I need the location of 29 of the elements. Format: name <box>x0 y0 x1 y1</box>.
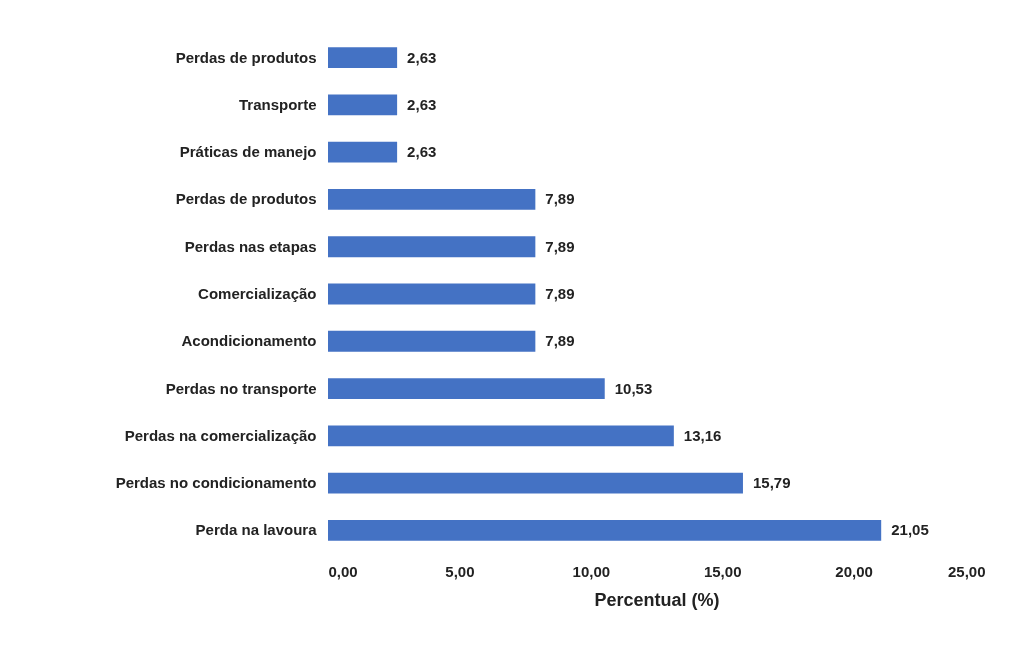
y-tick-label: Perdas de produtos <box>175 48 317 66</box>
data-label: 7,89 <box>545 285 575 302</box>
data-label: 7,89 <box>545 332 575 350</box>
x-tick-label: 0,00 <box>328 562 358 580</box>
y-tick-label: Perda na lavoura <box>195 521 318 539</box>
data-label: 15,79 <box>752 474 791 492</box>
data-label: 21,05 <box>891 521 929 539</box>
y-tick-label: Acondicionamento <box>181 332 317 350</box>
x-tick-label: 15,00 <box>703 562 742 580</box>
x-tick-label: 20,00 <box>835 562 873 580</box>
data-label: 2,63 <box>407 95 437 113</box>
data-label: 10,53 <box>614 379 653 397</box>
y-tick-label: Transporte <box>238 95 317 113</box>
y-tick-label: Práticas de manejo <box>179 143 317 161</box>
y-tick-label: Perdas de produtos <box>175 190 317 208</box>
data-label: 2,63 <box>407 48 437 66</box>
data-label: 7,89 <box>545 190 575 208</box>
x-tick-label: 10,00 <box>572 562 611 580</box>
y-tick-label: Comercialização <box>198 285 317 302</box>
data-label: 2,63 <box>407 143 437 161</box>
x-tick-label: 5,00 <box>445 562 475 580</box>
y-tick-label: Perdas nas etapas <box>184 237 317 255</box>
y-tick-label: Perdas na comercialização <box>124 426 317 444</box>
y-tick-label: Perdas no transporte <box>165 379 317 397</box>
x-axis-title: Percentual (%) <box>594 589 720 610</box>
y-tick-label: Perdas no condicionamento <box>115 474 317 492</box>
data-label: 7,89 <box>545 237 575 255</box>
x-tick-label: 25,00 <box>947 562 986 580</box>
data-label: 13,16 <box>683 426 722 444</box>
